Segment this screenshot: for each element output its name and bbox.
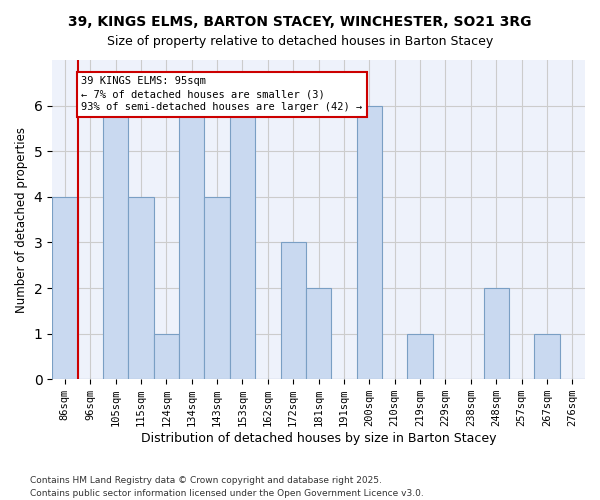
Bar bbox=[281, 242, 306, 379]
Bar bbox=[52, 197, 77, 379]
Bar bbox=[484, 288, 509, 379]
X-axis label: Distribution of detached houses by size in Barton Stacey: Distribution of detached houses by size … bbox=[141, 432, 496, 445]
Bar bbox=[128, 197, 154, 379]
Text: Size of property relative to detached houses in Barton Stacey: Size of property relative to detached ho… bbox=[107, 35, 493, 48]
Bar bbox=[103, 106, 128, 379]
Bar bbox=[356, 106, 382, 379]
Text: 39, KINGS ELMS, BARTON STACEY, WINCHESTER, SO21 3RG: 39, KINGS ELMS, BARTON STACEY, WINCHESTE… bbox=[68, 15, 532, 29]
Text: 39 KINGS ELMS: 95sqm
← 7% of detached houses are smaller (3)
93% of semi-detache: 39 KINGS ELMS: 95sqm ← 7% of detached ho… bbox=[82, 76, 362, 112]
Y-axis label: Number of detached properties: Number of detached properties bbox=[15, 126, 28, 312]
Bar bbox=[154, 334, 179, 379]
Text: Contains public sector information licensed under the Open Government Licence v3: Contains public sector information licen… bbox=[30, 488, 424, 498]
Bar bbox=[179, 106, 205, 379]
Text: Contains HM Land Registry data © Crown copyright and database right 2025.: Contains HM Land Registry data © Crown c… bbox=[30, 476, 382, 485]
Bar bbox=[534, 334, 560, 379]
Bar bbox=[205, 197, 230, 379]
Bar bbox=[230, 106, 255, 379]
Bar bbox=[407, 334, 433, 379]
Bar bbox=[306, 288, 331, 379]
